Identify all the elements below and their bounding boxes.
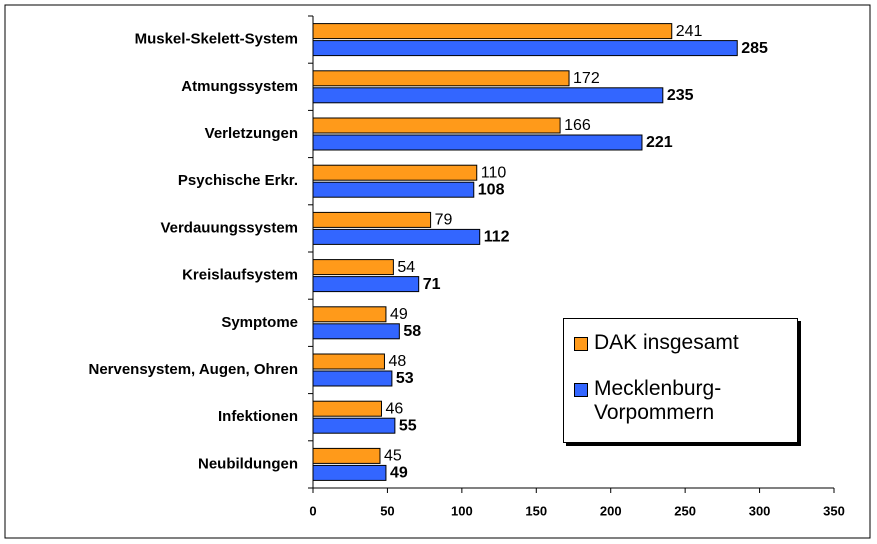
bar: [312, 370, 393, 387]
bar: [312, 417, 396, 434]
value-label: 49: [390, 465, 408, 482]
legend: DAK insgesamt Mecklenburg-Vorpommern: [563, 318, 798, 443]
bar: [312, 323, 400, 340]
x-tick-label: 0: [309, 503, 316, 518]
value-label: 108: [478, 181, 505, 198]
category-label: Kreislaufsystem: [182, 267, 298, 284]
bar: [312, 134, 643, 151]
value-label: 45: [384, 448, 402, 465]
bar: [312, 211, 432, 228]
category-label: Nervensystem, Augen, Ohren: [88, 361, 298, 378]
value-label: 112: [484, 229, 510, 246]
category-label: Infektionen: [218, 408, 298, 425]
x-tick-label: 200: [600, 503, 622, 518]
legend-label: Mecklenburg-Vorpommern: [594, 377, 722, 424]
bar: [312, 353, 385, 370]
value-label: 221: [646, 134, 673, 151]
legend-swatch: [574, 337, 588, 351]
bar: [312, 447, 381, 464]
category-label: Verletzungen: [205, 125, 298, 142]
value-label: 54: [397, 259, 415, 276]
bar: [312, 306, 387, 323]
value-label: 235: [667, 87, 694, 104]
legend-item: Mecklenburg-Vorpommern: [574, 377, 787, 425]
legend-swatch: [574, 383, 588, 397]
value-label: 166: [564, 117, 591, 134]
value-label: 79: [435, 212, 453, 229]
x-tick-label: 250: [674, 503, 696, 518]
bar: [312, 276, 420, 293]
value-label: 58: [403, 323, 421, 340]
category-label: Neubildungen: [198, 455, 298, 472]
bar: [312, 70, 570, 87]
category-label: Symptome: [221, 314, 298, 331]
value-label: 172: [573, 70, 600, 87]
value-label: 55: [399, 417, 417, 434]
category-label: Verdauungssystem: [160, 219, 298, 236]
bar: [312, 464, 387, 481]
bar: [312, 117, 561, 134]
value-label: 49: [390, 306, 408, 323]
x-tick-label: 300: [749, 503, 771, 518]
value-label: 46: [385, 400, 403, 417]
bar: [312, 259, 394, 276]
bar: [312, 228, 481, 245]
x-tick-label: 100: [451, 503, 473, 518]
bar: [312, 40, 738, 57]
value-label: 285: [741, 40, 768, 57]
value-label: 53: [396, 370, 414, 387]
bar: [312, 87, 664, 104]
bar: [312, 164, 478, 181]
bar: [312, 23, 673, 40]
x-tick-label: 350: [823, 503, 845, 518]
category-label: Muskel-Skelett-System: [135, 31, 298, 48]
category-label: Atmungssystem: [181, 78, 298, 95]
x-tick-label: 50: [380, 503, 394, 518]
value-label: 110: [481, 164, 507, 181]
category-label: Psychische Erkr.: [178, 172, 298, 189]
bar: [312, 181, 475, 198]
legend-item: DAK insgesamt: [574, 331, 787, 355]
value-label: 241: [676, 23, 703, 40]
bar: [312, 400, 382, 417]
value-label: 71: [423, 276, 441, 293]
value-label: 48: [388, 353, 406, 370]
x-tick-label: 150: [525, 503, 547, 518]
legend-label: DAK insgesamt: [594, 331, 739, 354]
